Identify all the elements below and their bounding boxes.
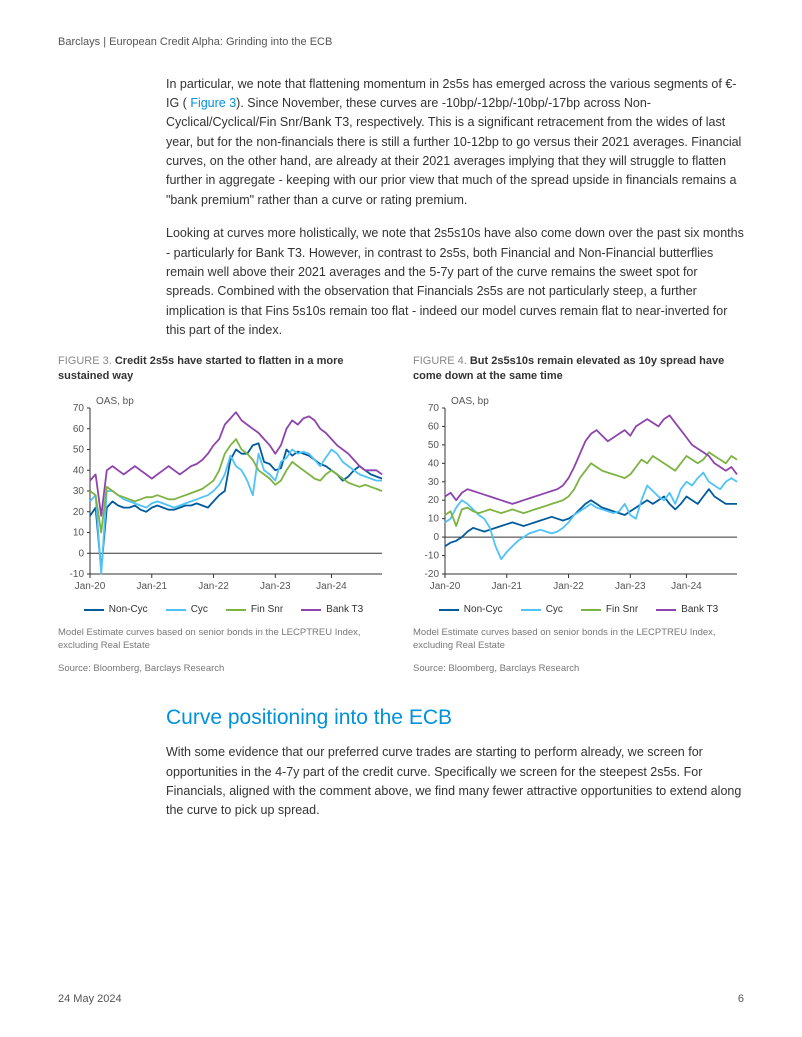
svg-text:60: 60 [73,424,85,435]
legend-item: Bank T3 [656,602,718,617]
legend-item: Cyc [166,602,208,617]
section-heading: Curve positioning into the ECB [166,702,744,734]
paragraph-1: In particular, we note that flattening m… [166,75,744,211]
svg-text:0: 0 [433,532,439,543]
svg-text:10: 10 [428,514,440,525]
legend-item: Fin Snr [581,602,638,617]
paragraph-3: With some evidence that our preferred cu… [166,743,744,821]
svg-text:20: 20 [428,496,440,507]
legend-item: Bank T3 [301,602,363,617]
figure-3-chart: -10 0 10 20 30 40 50 60 70 Jan-20 Jan-21 Jan-22 Jan-… [58,396,388,596]
figure-4-title: FIGURE 4. But 2s5s10s remain elevated as… [413,354,744,384]
legend-swatch [166,609,186,612]
legend-swatch [301,609,321,612]
figure-4-label: FIGURE 4. [413,355,467,367]
figure-4-axis-label: OAS, bp [451,394,489,409]
svg-text:20: 20 [73,507,85,518]
legend-label: Fin Snr [606,602,638,617]
figure-3-label: FIGURE 3. [58,355,112,367]
figure-3-note2: Source: Bloomberg, Barclays Research [58,663,389,676]
legend-swatch [84,609,104,612]
svg-text:40: 40 [73,466,85,477]
figure-3-note1: Model Estimate curves based on senior bo… [58,627,389,653]
svg-text:Jan-22: Jan-22 [553,581,584,592]
legend-swatch [521,609,541,612]
svg-text:-10: -10 [425,551,440,562]
legend-label: Cyc [546,602,563,617]
legend-label: Fin Snr [251,602,283,617]
figure-4: FIGURE 4. But 2s5s10s remain elevated as… [413,354,744,675]
svg-text:-10: -10 [70,569,85,580]
figure-4-legend: Non-Cyc Cyc Fin Snr Bank T3 [413,602,744,617]
svg-text:10: 10 [73,528,85,539]
figure-4-chart: -20 -10 0 10 20 30 40 50 60 70 Jan-20 Jan-21 Jan-22 J… [413,396,743,596]
svg-text:40: 40 [428,459,440,470]
svg-text:Jan-20: Jan-20 [75,581,106,592]
figure-4-note2: Source: Bloomberg, Barclays Research [413,663,744,676]
figure-4-note1: Model Estimate curves based on senior bo… [413,627,744,653]
legend-swatch [656,609,676,612]
svg-text:60: 60 [428,422,440,433]
svg-text:Jan-23: Jan-23 [615,581,646,592]
legend-item: Non-Cyc [84,602,148,617]
svg-text:50: 50 [73,445,85,456]
legend-item: Non-Cyc [439,602,503,617]
legend-item: Fin Snr [226,602,283,617]
para1-post: ). Since November, these curves are -10b… [166,96,741,207]
figure-3: FIGURE 3. Credit 2s5s have started to fl… [58,354,389,675]
svg-text:70: 70 [73,403,85,414]
svg-text:-20: -20 [425,569,440,580]
svg-text:Jan-24: Jan-24 [316,581,347,592]
legend-label: Cyc [191,602,208,617]
figure-3-legend: Non-Cyc Cyc Fin Snr Bank T3 [58,602,389,617]
svg-text:Jan-22: Jan-22 [198,581,229,592]
legend-label: Non-Cyc [464,602,503,617]
svg-text:0: 0 [78,549,84,560]
legend-label: Bank T3 [681,602,718,617]
svg-text:Jan-21: Jan-21 [491,581,522,592]
legend-swatch [439,609,459,612]
legend-swatch [226,609,246,612]
paragraph-2: Looking at curves more holistically, we … [166,224,744,340]
legend-swatch [581,609,601,612]
page-header: Barclays | European Credit Alpha: Grindi… [58,34,744,51]
svg-text:Jan-23: Jan-23 [260,581,291,592]
svg-text:50: 50 [428,440,440,451]
legend-item: Cyc [521,602,563,617]
figure-3-axis-label: OAS, bp [96,394,134,409]
svg-text:70: 70 [428,403,440,414]
legend-label: Bank T3 [326,602,363,617]
figure-3-title: FIGURE 3. Credit 2s5s have started to fl… [58,354,389,384]
footer-page: 6 [738,991,744,1008]
svg-text:Jan-20: Jan-20 [430,581,461,592]
figure-3-link[interactable]: Figure 3 [190,96,236,110]
svg-text:Jan-21: Jan-21 [136,581,167,592]
svg-text:Jan-24: Jan-24 [671,581,702,592]
svg-text:30: 30 [428,477,440,488]
footer-date: 24 May 2024 [58,991,122,1008]
svg-text:30: 30 [73,486,85,497]
legend-label: Non-Cyc [109,602,148,617]
